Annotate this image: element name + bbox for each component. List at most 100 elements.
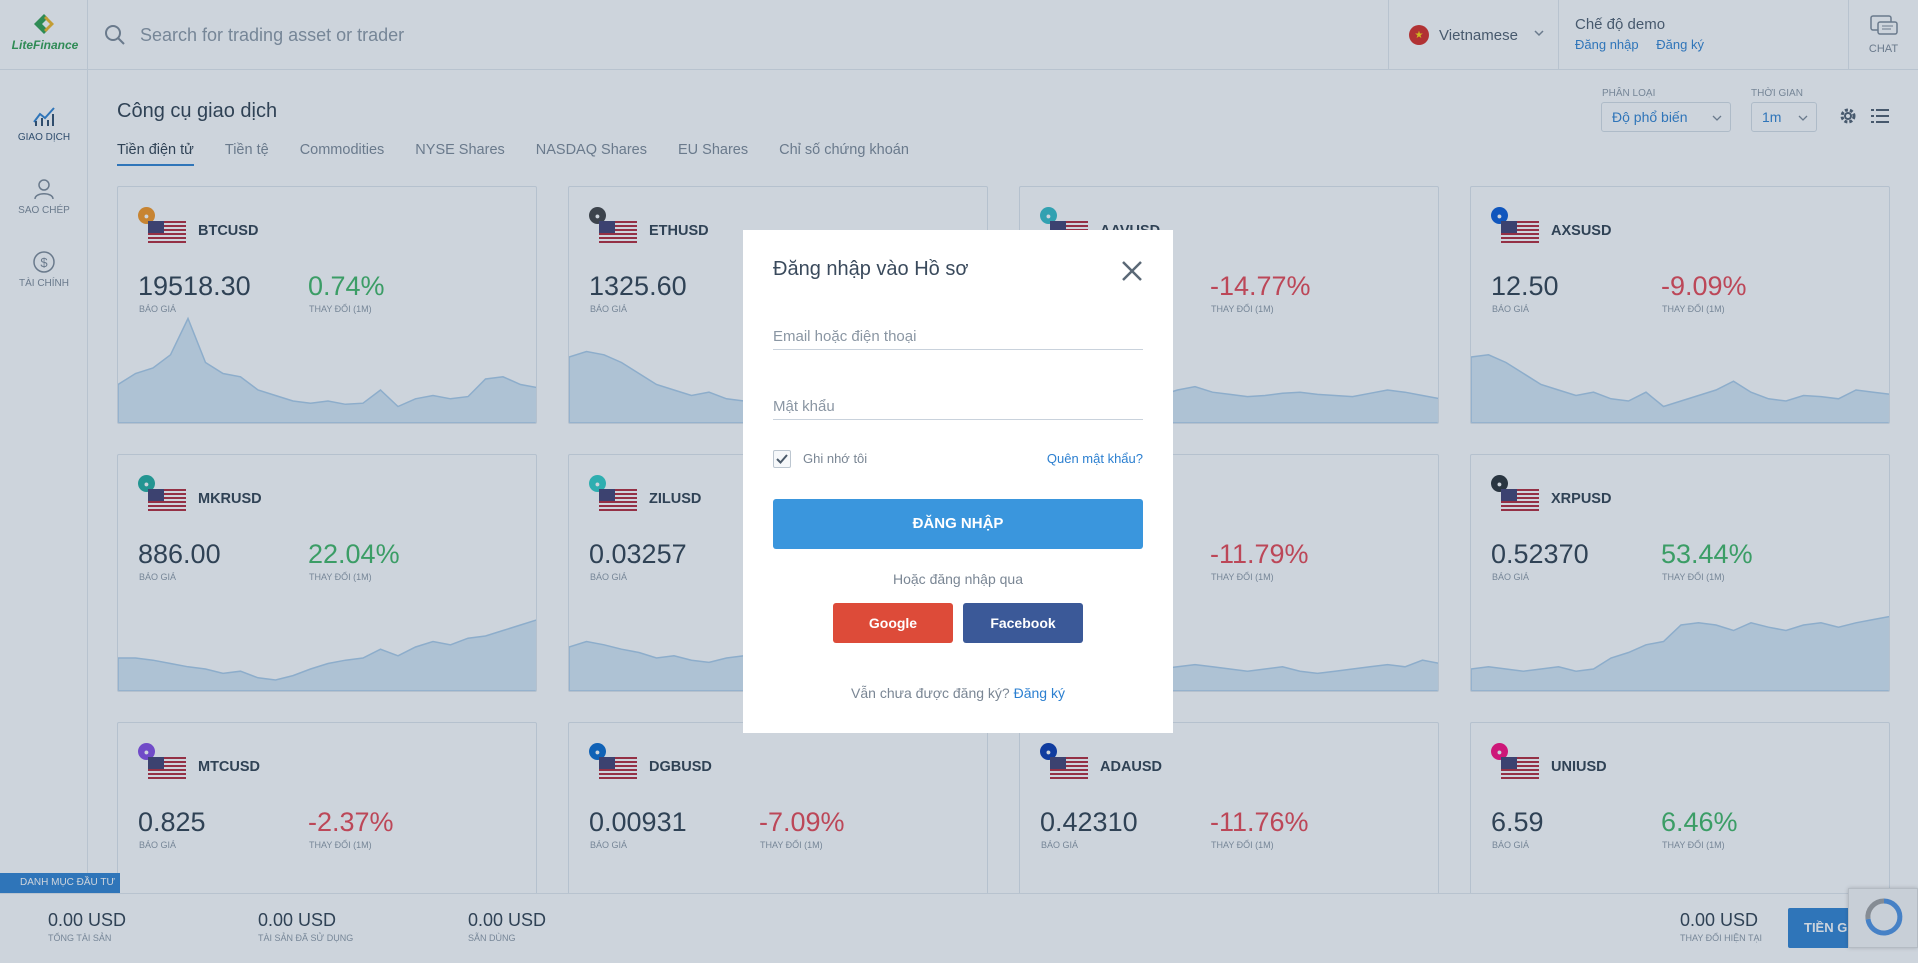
sidebar-item-label: TÀI CHÍNH xyxy=(19,278,69,289)
gear-icon[interactable] xyxy=(1838,106,1858,126)
change-label: THAY ĐỔI (1M) xyxy=(760,840,823,850)
instrument-price: 19518.30 xyxy=(138,271,251,301)
tab-nyse-shares[interactable]: NYSE Shares xyxy=(415,142,505,158)
used-assets-label: TÀI SẢN ĐÃ SỬ DỤNG xyxy=(258,933,354,943)
google-login-button[interactable]: Google xyxy=(833,603,953,643)
instrument-card[interactable]: ● AXSUSD 12.50 BÁO GIÁ -9.09% THAY ĐỔI (1M) xyxy=(1470,186,1890,424)
us-flag-icon xyxy=(1050,757,1088,781)
facebook-login-button[interactable]: Facebook xyxy=(963,603,1083,643)
sidebar-item-copy[interactable]: SAO CHÉP xyxy=(0,177,88,216)
instrument-change: -7.09% xyxy=(759,807,845,837)
instrument-change: 22.04% xyxy=(308,539,400,569)
instrument-price: 1325.60 xyxy=(589,271,687,301)
total-assets-label: TỔNG TÀI SẢN xyxy=(48,933,112,943)
instrument-symbol: AXSUSD xyxy=(1551,223,1612,239)
price-label: BÁO GIÁ xyxy=(590,840,628,850)
us-flag-icon xyxy=(1501,221,1539,245)
instrument-change: -2.37% xyxy=(308,807,394,837)
portfolio-toggle[interactable]: DANH MỤC ĐẦU TƯ xyxy=(0,873,120,893)
sidebar-item-trading[interactable]: GIAO DỊCH xyxy=(0,104,88,143)
available-assets-value: 0.00 USD xyxy=(468,910,547,930)
instrument-price: 0.825 xyxy=(138,807,206,837)
coin-icon: ● xyxy=(1491,207,1508,224)
coin-icon: ● xyxy=(1040,207,1057,224)
login-button[interactable]: ĐĂNG NHẬP xyxy=(773,499,1143,549)
tab-crypto[interactable]: Tiền điện tử xyxy=(117,142,194,166)
sidebar-item-finance[interactable]: $ TÀI CHÍNH xyxy=(0,250,88,289)
used-assets-value: 0.00 USD xyxy=(258,910,337,930)
tab-eu-shares[interactable]: EU Shares xyxy=(677,142,749,158)
remember-me-label: Ghi nhớ tôi xyxy=(803,451,868,466)
instrument-icon: ● xyxy=(1491,207,1539,245)
top-bar: LiteFinance Search for trading asset or … xyxy=(0,0,1918,70)
instrument-price: 0.42310 xyxy=(1040,807,1138,837)
instrument-symbol: ADAUSD xyxy=(1100,759,1163,775)
instrument-icon: ● xyxy=(589,475,637,513)
instrument-card[interactable]: ● BTCUSD 19518.30 BÁO GIÁ 0.74% THAY ĐỔI (1M) xyxy=(117,186,537,424)
instrument-card[interactable]: ● XRPUSD 0.52370 BÁO GIÁ 53.44% THAY ĐỔI (1M) xyxy=(1470,454,1890,692)
instrument-icon: ● xyxy=(1040,743,1088,781)
instrument-change: -14.77% xyxy=(1210,271,1311,301)
instrument-card[interactable]: ● MKRUSD 886.00 BÁO GIÁ 22.04% THAY ĐỔI (1M) xyxy=(117,454,537,692)
email-field[interactable]: Email hoặc điện thoại xyxy=(773,328,1143,350)
instrument-symbol: ETHUSD xyxy=(649,223,709,239)
current-change: 0.00 USD THAY ĐỔI HIỆN TẠI xyxy=(1680,910,1762,943)
svg-text:$: $ xyxy=(40,255,48,270)
price-label: BÁO GIÁ xyxy=(139,304,177,314)
instrument-price: 6.59 xyxy=(1491,807,1544,837)
sidebar-item-label: SAO CHÉP xyxy=(18,205,70,216)
change-label: THAY ĐỔI (1M) xyxy=(1211,572,1274,582)
coin-icon: ● xyxy=(1040,743,1057,760)
search-input[interactable]: Search for trading asset or trader xyxy=(140,24,405,45)
instrument-icon: ● xyxy=(1491,475,1539,513)
logo-mark-icon xyxy=(34,14,54,34)
password-field[interactable]: Mật khẩu xyxy=(773,398,1143,420)
forgot-password-link[interactable]: Quên mật khẩu? xyxy=(1046,451,1143,466)
change-label: THAY ĐỔI (1M) xyxy=(309,840,372,850)
category-tabs: Tiền điện tử Tiền tệ Commodities NYSE Sh… xyxy=(117,142,940,166)
header-register-link[interactable]: Đăng ký xyxy=(1656,37,1704,52)
tab-stock-indices[interactable]: Chỉ số chứng khoán xyxy=(779,142,909,158)
or-login-via: Hoặc đăng nhập qua xyxy=(893,571,1023,587)
sparkline-chart xyxy=(118,316,536,423)
coin-icon: ● xyxy=(589,743,606,760)
time-select[interactable]: 1m xyxy=(1751,102,1817,132)
vietnam-flag-icon: ★ xyxy=(1409,25,1429,45)
sparkline-area xyxy=(118,316,536,423)
tab-currencies[interactable]: Tiền tệ xyxy=(224,142,269,158)
close-icon[interactable] xyxy=(1119,258,1145,284)
instrument-symbol: MTCUSD xyxy=(198,759,261,775)
time-select-value: 1m xyxy=(1762,109,1782,125)
chart-icon xyxy=(33,107,55,126)
change-label: THAY ĐỔI (1M) xyxy=(1662,572,1725,582)
logo[interactable]: LiteFinance xyxy=(0,0,88,70)
recaptcha-badge[interactable] xyxy=(1848,888,1918,948)
remember-me-checkbox[interactable] xyxy=(773,450,791,468)
copy-user-icon xyxy=(34,179,54,200)
not-registered-text: Vẫn chưa được đăng ký? xyxy=(851,685,1010,701)
instrument-change: 0.74% xyxy=(308,271,385,301)
instrument-price: 12.50 xyxy=(1491,271,1559,301)
us-flag-icon xyxy=(148,221,186,245)
register-link[interactable]: Đăng ký xyxy=(1013,685,1065,701)
price-label: BÁO GIÁ xyxy=(1492,572,1530,582)
us-flag-icon xyxy=(599,757,637,781)
instrument-price: 886.00 xyxy=(138,539,221,569)
search-bar[interactable]: Search for trading asset or trader xyxy=(104,0,404,70)
coin-icon: ● xyxy=(138,743,155,760)
chat-icon xyxy=(1869,15,1898,35)
chat-button[interactable]: CHAT xyxy=(1848,0,1918,70)
tab-nasdaq-shares[interactable]: NASDAQ Shares xyxy=(535,142,647,158)
dollar-icon: $ xyxy=(33,251,55,273)
instrument-icon: ● xyxy=(138,475,186,513)
sidebar: GIAO DỊCH SAO CHÉP $ TÀI CHÍNH xyxy=(0,70,88,893)
coin-icon: ● xyxy=(138,207,155,224)
tab-commodities[interactable]: Commodities xyxy=(299,142,385,158)
time-filter-label: THỜI GIAN xyxy=(1751,88,1803,99)
list-view-icon[interactable] xyxy=(1870,106,1890,126)
instrument-change: -11.76% xyxy=(1210,807,1309,837)
search-icon xyxy=(105,25,125,45)
category-select[interactable]: Độ phổ biến xyxy=(1601,102,1731,132)
language-select[interactable]: ★ Vietnamese xyxy=(1388,0,1558,70)
header-login-link[interactable]: Đăng nhập xyxy=(1575,37,1639,52)
